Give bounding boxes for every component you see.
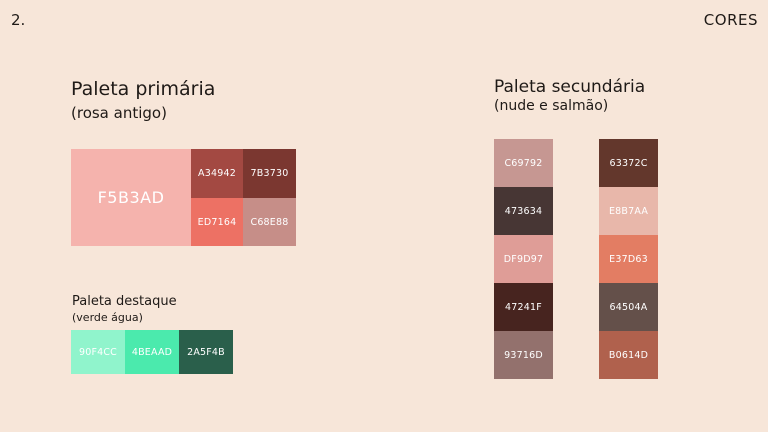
- secondary-palette-subtitle: (nude e salmão): [494, 98, 609, 114]
- section-title: CORES: [703, 11, 758, 29]
- primary-swatch-f5b3ad: F5B3AD: [71, 149, 191, 246]
- secondary-swatch-df9d97: DF9D97: [494, 235, 553, 283]
- primary-swatch-c68e88: C68E88: [243, 198, 296, 246]
- highlight-palette-title: Paleta destaque: [72, 294, 177, 309]
- secondary-swatch-93716d: 93716D: [494, 331, 553, 379]
- highlight-swatch-2a5f4b: 2A5F4B: [179, 330, 233, 374]
- secondary-swatch-e8b7aa: E8B7AA: [599, 187, 658, 235]
- highlight-swatch-4beaad: 4BEAAD: [125, 330, 179, 374]
- page-number: 2.: [11, 11, 26, 29]
- secondary-swatch-c69792: C69792: [494, 139, 553, 187]
- primary-swatch-ed7164: ED7164: [191, 198, 243, 246]
- highlight-palette-subtitle: (verde água): [72, 311, 143, 324]
- primary-palette-title: Paleta primária: [71, 78, 216, 100]
- secondary-swatch-47241f: 47241F: [494, 283, 553, 331]
- highlight-swatch-90f4cc: 90F4CC: [71, 330, 125, 374]
- primary-swatch-a34942: A34942: [191, 149, 243, 198]
- primary-palette-subtitle: (rosa antigo): [71, 104, 167, 122]
- secondary-palette-title: Paleta secundária: [494, 77, 646, 97]
- primary-swatch-7b3730: 7B3730: [243, 149, 296, 198]
- secondary-swatch-e37d63: E37D63: [599, 235, 658, 283]
- secondary-swatch-63372c: 63372C: [599, 139, 658, 187]
- secondary-swatch-473634: 473634: [494, 187, 553, 235]
- secondary-swatch-b0614d: B0614D: [599, 331, 658, 379]
- secondary-swatch-64504a: 64504A: [599, 283, 658, 331]
